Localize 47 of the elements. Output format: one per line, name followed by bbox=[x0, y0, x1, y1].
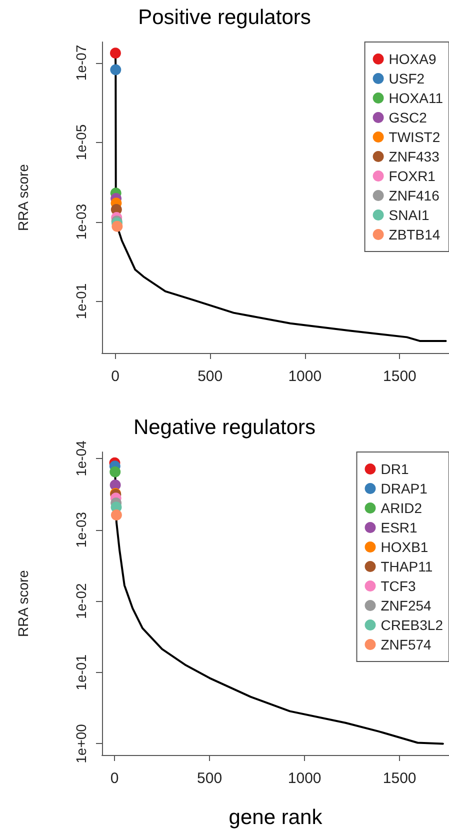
y-tick-label: 1e+00 bbox=[73, 724, 89, 764]
point bbox=[112, 220, 123, 232]
x-tick-label: 1500 bbox=[383, 368, 416, 385]
y-tick-label: 1e-03 bbox=[73, 512, 89, 548]
point bbox=[110, 510, 122, 521]
x-tick-label: 500 bbox=[198, 368, 223, 385]
point bbox=[110, 466, 121, 478]
y-tick-label: 1e-04 bbox=[73, 440, 89, 476]
y-axis-title: RRA score bbox=[15, 164, 31, 231]
legend-label: HOXB1 bbox=[380, 539, 428, 555]
legend-label: SNAI1 bbox=[388, 207, 430, 223]
y-tick-label: 1e-03 bbox=[73, 204, 89, 240]
x-tick-label: 500 bbox=[197, 770, 222, 787]
x-axis-title: gene rank bbox=[228, 806, 323, 829]
x-tick-label: 0 bbox=[110, 770, 119, 787]
point bbox=[110, 64, 122, 76]
legend-label: DRAP1 bbox=[380, 480, 428, 496]
y-tick-label: 1e-02 bbox=[73, 583, 89, 620]
y-tick-label: 1e-07 bbox=[73, 44, 89, 81]
legend-label: ZNF416 bbox=[388, 188, 440, 204]
legend-label: TCF3 bbox=[380, 578, 416, 594]
y-tick-label: 1e-05 bbox=[73, 124, 89, 160]
point bbox=[110, 48, 121, 59]
legend-label: GSC2 bbox=[388, 110, 428, 126]
legend-label: HOXA9 bbox=[388, 51, 436, 67]
legend-label: TWIST2 bbox=[388, 129, 440, 145]
legend-label: HOXA11 bbox=[388, 90, 444, 106]
legend-label: ZNF574 bbox=[380, 636, 432, 652]
y-tick-label: 1e-01 bbox=[73, 654, 89, 690]
legend-label: ZNF433 bbox=[388, 148, 440, 164]
x-tick-label: 1000 bbox=[288, 368, 322, 385]
x-tick-label: 1500 bbox=[382, 770, 416, 787]
legend-label: ZNF254 bbox=[380, 598, 432, 614]
legend-label: FOXR1 bbox=[388, 168, 436, 184]
chart-title: Positive regulators bbox=[138, 6, 311, 29]
legend-label: ZBTB14 bbox=[388, 226, 440, 242]
y-tick-label: 1e-01 bbox=[73, 283, 89, 320]
legend-label: USF2 bbox=[388, 70, 425, 86]
legend-label: ARID2 bbox=[380, 500, 422, 516]
x-tick-label: 1000 bbox=[288, 770, 322, 787]
y-axis-title: RRA score bbox=[15, 570, 31, 637]
legend-label: DR1 bbox=[380, 461, 409, 477]
legend-label: CREB3L2 bbox=[380, 617, 444, 633]
chart-title: Negative regulators bbox=[133, 416, 316, 439]
legend-label: THAP11 bbox=[380, 558, 433, 574]
x-tick-label: 0 bbox=[111, 368, 120, 385]
legend-label: ESR1 bbox=[380, 520, 418, 536]
